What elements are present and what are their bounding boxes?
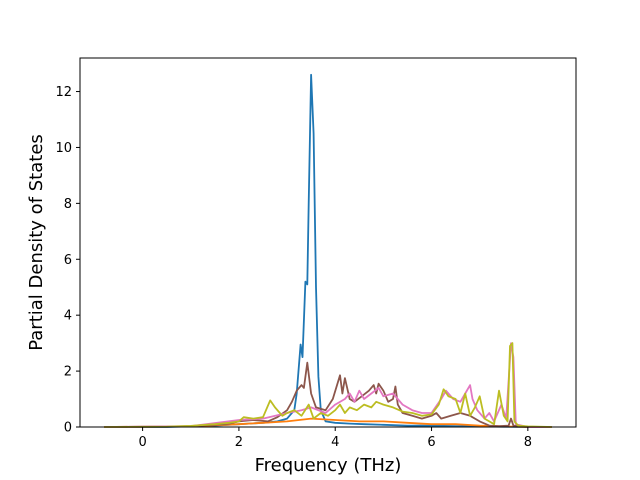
y-tick-label: 6 <box>64 253 72 268</box>
y-tick-label: 10 <box>55 141 72 156</box>
x-axis-label: Frequency (THz) <box>255 455 402 476</box>
x-tick-label: 4 <box>331 435 339 450</box>
y-tick-label: 12 <box>55 85 72 100</box>
y-tick-label: 8 <box>64 197 72 212</box>
series-line-4 <box>104 342 552 428</box>
y-tick-label: 0 <box>64 421 72 436</box>
y-axis-ticks: 0 2 4 6 8 10 12 <box>55 85 80 436</box>
y-axis-label: Partial Density of States <box>26 134 47 351</box>
series-line-5 <box>104 342 552 428</box>
series-layer <box>104 73 552 428</box>
y-tick-label: 4 <box>64 309 72 324</box>
x-tick-label: 6 <box>427 435 435 450</box>
y-tick-label: 2 <box>64 365 72 380</box>
x-tick-label: 0 <box>138 435 146 450</box>
x-tick-label: 2 <box>235 435 243 450</box>
x-tick-label: 8 <box>524 435 532 450</box>
x-axis-ticks: 0 2 4 6 8 <box>138 427 532 450</box>
plot-frame <box>79 57 577 428</box>
